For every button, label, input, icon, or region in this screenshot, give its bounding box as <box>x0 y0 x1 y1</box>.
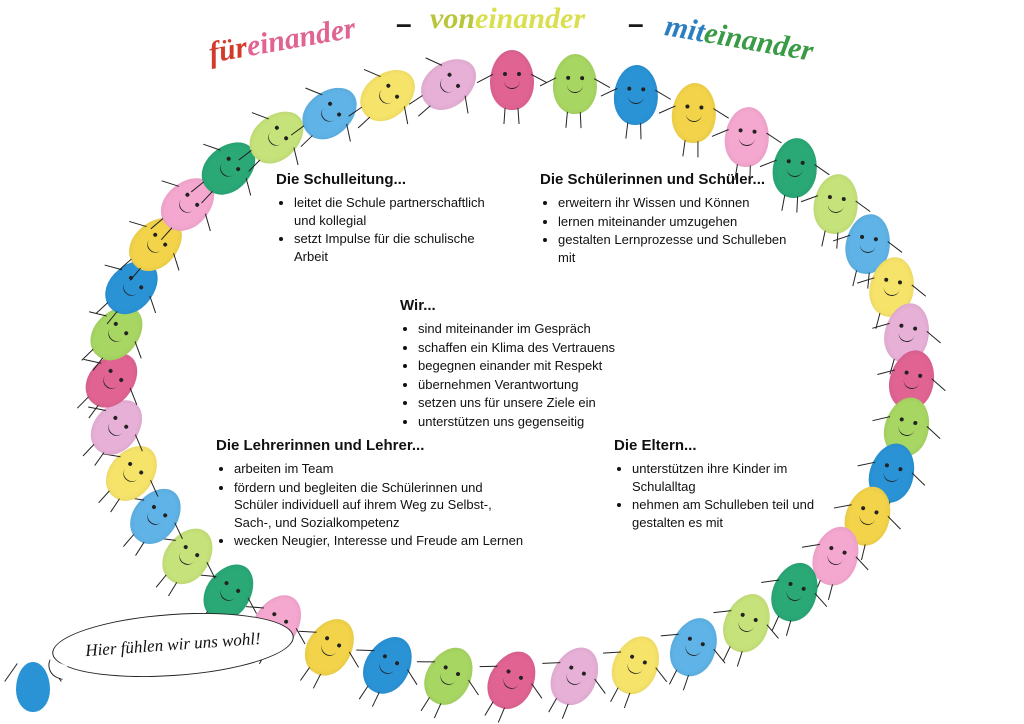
fingerprint-figure <box>838 481 898 551</box>
fingerprint-figure <box>240 101 314 174</box>
header-word: füreinander <box>206 11 358 70</box>
list-item: unterstützen uns gegenseitig <box>418 413 660 431</box>
fingerprint-figure <box>662 611 726 683</box>
section-students-list: erweitern ihr Wissen und Könnenlernen mi… <box>540 194 800 266</box>
list-item: leitet die Schule partnerschaftlich und … <box>294 194 496 229</box>
list-item: setzt Impulse für die schulische Arbeit <box>294 230 496 265</box>
fingerprint-figure <box>119 207 192 281</box>
section-leadership-list: leitet die Schule partnerschaftlich und … <box>276 194 496 265</box>
fingerprint-figure <box>764 556 826 628</box>
fingerprint-figure <box>670 81 718 144</box>
list-item: arbeiten im Team <box>234 460 526 478</box>
fingerprint-figure <box>416 639 483 713</box>
fingerprint-figure <box>76 343 148 417</box>
section-parents-title: Die Eltern... <box>614 436 844 456</box>
fingerprint-figure <box>81 390 153 464</box>
fingerprint-figure <box>412 48 486 119</box>
speech-bubble: Hier fühlen wir uns wohl! <box>50 606 296 685</box>
list-item: sind miteinander im Gespräch <box>418 320 660 338</box>
section-parents: Die Eltern... unterstützen ihre Kinder i… <box>614 436 844 532</box>
list-item: lernen miteinander umzugehen <box>558 213 800 231</box>
list-item: gestalten Lernprozesse und Schulleben mi… <box>558 231 800 266</box>
fingerprint-figure <box>490 50 534 110</box>
section-teachers-title: Die Lehrerinnen und Lehrer... <box>216 436 526 456</box>
fingerprint-figure <box>612 64 659 126</box>
fingerprint-figure <box>810 171 862 237</box>
section-parents-list: unterstützen ihre Kinder im Schulalltagn… <box>614 460 844 531</box>
section-we: Wir... sind miteinander im Gesprächschaf… <box>400 296 660 432</box>
section-teachers-list: arbeiten im Teamfördern und begleiten di… <box>216 460 526 550</box>
header-word: miteinander <box>662 9 816 69</box>
fingerprint-figure <box>95 250 168 324</box>
list-item: nehmen am Schulleben teil und gestalten … <box>632 496 844 531</box>
fingerprint-figure <box>878 392 936 461</box>
list-item: begegnen einander mit Respekt <box>418 357 660 375</box>
header-separator: – <box>396 8 412 40</box>
fingerprint-figure <box>722 105 771 169</box>
fingerprint-figure <box>354 628 422 702</box>
speech-bubble-text: Hier fühlen wir uns wohl! <box>85 629 262 661</box>
list-item: wecken Neugier, Interesse und Freude am … <box>234 532 526 550</box>
fingerprint-figure <box>865 254 919 321</box>
infographic-canvas: füreinander–voneinander–miteinander Die … <box>0 0 1024 724</box>
fingerprint-figure <box>96 436 168 510</box>
list-item: unterstützen ihre Kinder im Schulalltag <box>632 460 844 495</box>
list-item: fördern und begleiten die Schülerinnen u… <box>234 479 526 532</box>
speaker-figure <box>16 662 50 712</box>
fingerprint-figure <box>879 299 935 367</box>
section-we-title: Wir... <box>400 296 660 316</box>
section-we-list: sind miteinander im Gesprächschaffen ein… <box>400 320 660 430</box>
fingerprint-figure <box>542 640 608 713</box>
list-item: übernehmen Verantwortung <box>418 376 660 394</box>
header-word: voneinander <box>430 2 585 36</box>
fingerprint-figure <box>884 346 941 415</box>
section-students: Die Schülerinnen und Schüler... erweiter… <box>540 170 800 267</box>
fingerprint-figure <box>192 131 266 204</box>
fingerprint-figure <box>351 59 425 131</box>
fingerprint-figure <box>81 296 154 370</box>
fingerprint-figure <box>863 438 922 508</box>
fingerprint-figure <box>293 77 367 149</box>
fingerprint-figure <box>716 587 779 659</box>
fingerprint-figure <box>152 167 226 240</box>
section-teachers: Die Lehrerinnen und Lehrer... arbeiten i… <box>216 436 526 551</box>
fingerprint-figure <box>842 211 895 277</box>
fingerprint-figure <box>479 643 545 716</box>
section-leadership: Die Schulleitung... leitet die Schule pa… <box>276 170 496 266</box>
list-item: erweitern ihr Wissen und Können <box>558 194 800 212</box>
fingerprint-figure <box>552 53 597 114</box>
list-item: schaffen ein Klima des Vertrauens <box>418 339 660 357</box>
section-students-title: Die Schülerinnen und Schüler... <box>540 170 800 190</box>
section-leadership-title: Die Schulleitung... <box>276 170 496 190</box>
speech-bubble-group: Hier fühlen wir uns wohl! <box>12 592 312 712</box>
list-item: setzen uns für unsere Ziele ein <box>418 394 660 412</box>
fingerprint-figure <box>120 479 191 553</box>
header-separator: – <box>628 8 644 40</box>
fingerprint-figure <box>603 629 668 702</box>
fingerprint-figure <box>153 519 223 593</box>
